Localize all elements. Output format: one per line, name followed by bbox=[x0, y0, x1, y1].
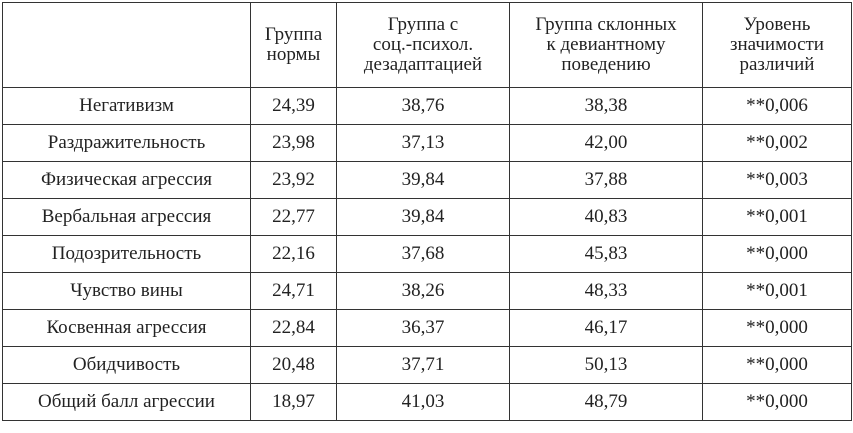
table-cell: **0,000 bbox=[702, 383, 852, 421]
table-cell: 39,84 bbox=[336, 161, 510, 199]
table-cell: 37,71 bbox=[336, 346, 510, 384]
table-row: Раздражительность 23,98 37,13 42,00 **0,002 bbox=[2, 124, 852, 162]
row-label: Обидчивость bbox=[2, 346, 251, 384]
row-label: Подозрительность bbox=[2, 235, 251, 273]
table-cell: **0,002 bbox=[702, 124, 852, 162]
table-row: Физическая агрессия 23,92 39,84 37,88 **0,00… bbox=[2, 161, 852, 199]
row-label: Чувство вины bbox=[2, 272, 251, 310]
table-cell: **0,000 bbox=[702, 346, 852, 384]
table-row: Общий балл агрессии 18,97 41,03 48,79 **0,00… bbox=[2, 383, 852, 421]
data-table: Группа нормы Группа с соц.-психол. дезада… bbox=[2, 2, 852, 421]
table-cell: 37,68 bbox=[336, 235, 510, 273]
row-label: Негативизм bbox=[2, 87, 251, 125]
table-cell: 22,84 bbox=[250, 309, 337, 347]
row-label: Физическая агрессия bbox=[2, 161, 251, 199]
table-cell: 18,97 bbox=[250, 383, 337, 421]
table-cell: 36,37 bbox=[336, 309, 510, 347]
table-cell: 42,00 bbox=[509, 124, 703, 162]
table-cell: **0,000 bbox=[702, 235, 852, 273]
table-row: Чувство вины 24,71 38,26 48,33 **0,001 bbox=[2, 272, 852, 310]
table-cell: 38,26 bbox=[336, 272, 510, 310]
table-cell: 38,38 bbox=[509, 87, 703, 125]
table-cell: 41,03 bbox=[336, 383, 510, 421]
table-cell: 22,16 bbox=[250, 235, 337, 273]
table-cell: 46,17 bbox=[509, 309, 703, 347]
table-body: Негативизм 24,39 38,76 38,38 **0,006 Раздражи… bbox=[2, 87, 852, 421]
table-cell: **0,003 bbox=[702, 161, 852, 199]
table-cell: 22,77 bbox=[250, 198, 337, 236]
header-row: Группа нормы Группа с соц.-психол. дезада… bbox=[2, 2, 852, 88]
table-cell: 23,92 bbox=[250, 161, 337, 199]
table-row: Негативизм 24,39 38,76 38,38 **0,006 bbox=[2, 87, 852, 125]
header-cell: Группа склонных к девиантному поведению bbox=[509, 2, 703, 88]
table-cell: 37,88 bbox=[509, 161, 703, 199]
table-cell: 48,79 bbox=[509, 383, 703, 421]
table-cell: 37,13 bbox=[336, 124, 510, 162]
row-label: Раздражительность bbox=[2, 124, 251, 162]
table-row: Косвенная агрессия 22,84 36,37 46,17 **0,000 bbox=[2, 309, 852, 347]
table-cell: **0,001 bbox=[702, 198, 852, 236]
table-cell: 48,33 bbox=[509, 272, 703, 310]
row-label: Косвенная агрессия bbox=[2, 309, 251, 347]
table-row: Вербальная агрессия 22,77 39,84 40,83 **0,00… bbox=[2, 198, 852, 236]
table-cell: 23,98 bbox=[250, 124, 337, 162]
table-row: Обидчивость 20,48 37,71 50,13 **0,000 bbox=[2, 346, 852, 384]
row-label: Общий балл агрессии bbox=[2, 383, 251, 421]
header-cell: Группа нормы bbox=[250, 2, 337, 88]
table-cell: 20,48 bbox=[250, 346, 337, 384]
table-row: Подозрительность 22,16 37,68 45,83 **0,000 bbox=[2, 235, 852, 273]
table-cell: 45,83 bbox=[509, 235, 703, 273]
table-cell: 38,76 bbox=[336, 87, 510, 125]
row-label: Вербальная агрессия bbox=[2, 198, 251, 236]
table-cell: **0,006 bbox=[702, 87, 852, 125]
header-cell: Группа с соц.-психол. дезадаптацией bbox=[336, 2, 510, 88]
table-cell: 39,84 bbox=[336, 198, 510, 236]
table-cell: 40,83 bbox=[509, 198, 703, 236]
table-cell: 50,13 bbox=[509, 346, 703, 384]
header-cell: Уровень значимости различий bbox=[702, 2, 852, 88]
table-cell: **0,001 bbox=[702, 272, 852, 310]
table-cell: 24,39 bbox=[250, 87, 337, 125]
header-cell bbox=[2, 2, 251, 88]
table-cell: 24,71 bbox=[250, 272, 337, 310]
table-cell: **0,000 bbox=[702, 309, 852, 347]
